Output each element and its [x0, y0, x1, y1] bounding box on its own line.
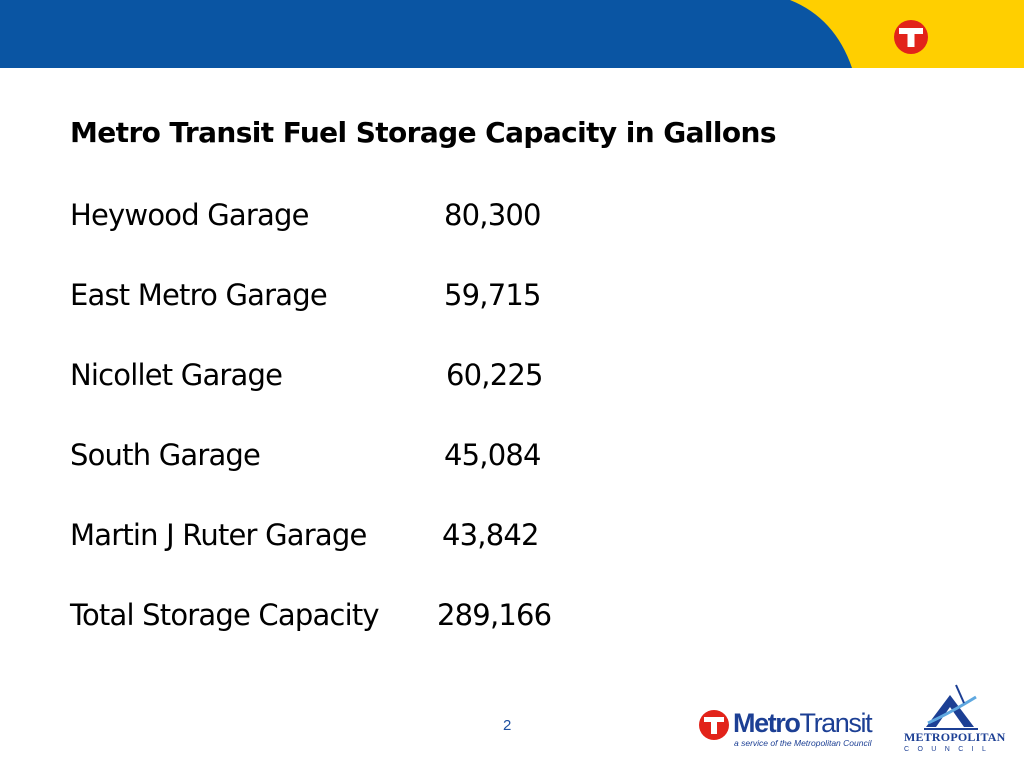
row-value-martin-j-ruter: 43,842: [442, 518, 539, 552]
slide-title: Metro Transit Fuel Storage Capacity in G…: [70, 116, 777, 149]
row-value-south: 45,084: [444, 438, 541, 472]
header-graphic: [0, 0, 1024, 68]
metropolitan-council-wordmark: METROPOLITAN: [904, 730, 1006, 744]
metro-transit-word-metro: Metro: [733, 708, 801, 738]
row-label-south: South Garage: [70, 438, 261, 472]
page-number: 2: [503, 717, 512, 734]
metro-transit-t-icon: [894, 20, 928, 54]
row-label-total: Total Storage Capacity: [70, 598, 380, 632]
row-label-east-metro: East Metro Garage: [70, 278, 328, 312]
metro-transit-word-transit: Transit: [799, 708, 873, 738]
row-value-east-metro: 59,715: [444, 278, 541, 312]
row-label-martin-j-ruter: Martin J Ruter Garage: [70, 518, 367, 552]
metro-transit-wordmark: MetroTransit: [733, 707, 873, 739]
metro-transit-tagline: a service of the Metropolitan Council: [734, 738, 872, 748]
row-label-nicollet: Nicollet Garage: [70, 358, 283, 392]
metro-transit-logo-icon: [699, 710, 729, 740]
row-value-heywood: 80,300: [444, 198, 541, 232]
metro-transit-logo: MetroTransit a service of the Metropolit…: [698, 707, 878, 751]
metropolitan-council-mark-icon: [924, 684, 978, 730]
header-band: [0, 0, 1024, 68]
row-value-total: 289,166: [437, 598, 552, 632]
metropolitan-council-logo: METROPOLITAN COUNCIL: [900, 683, 1006, 765]
metropolitan-council-subtitle: COUNCIL: [904, 746, 995, 753]
row-label-heywood: Heywood Garage: [70, 198, 309, 232]
row-value-nicollet: 60,225: [446, 358, 543, 392]
